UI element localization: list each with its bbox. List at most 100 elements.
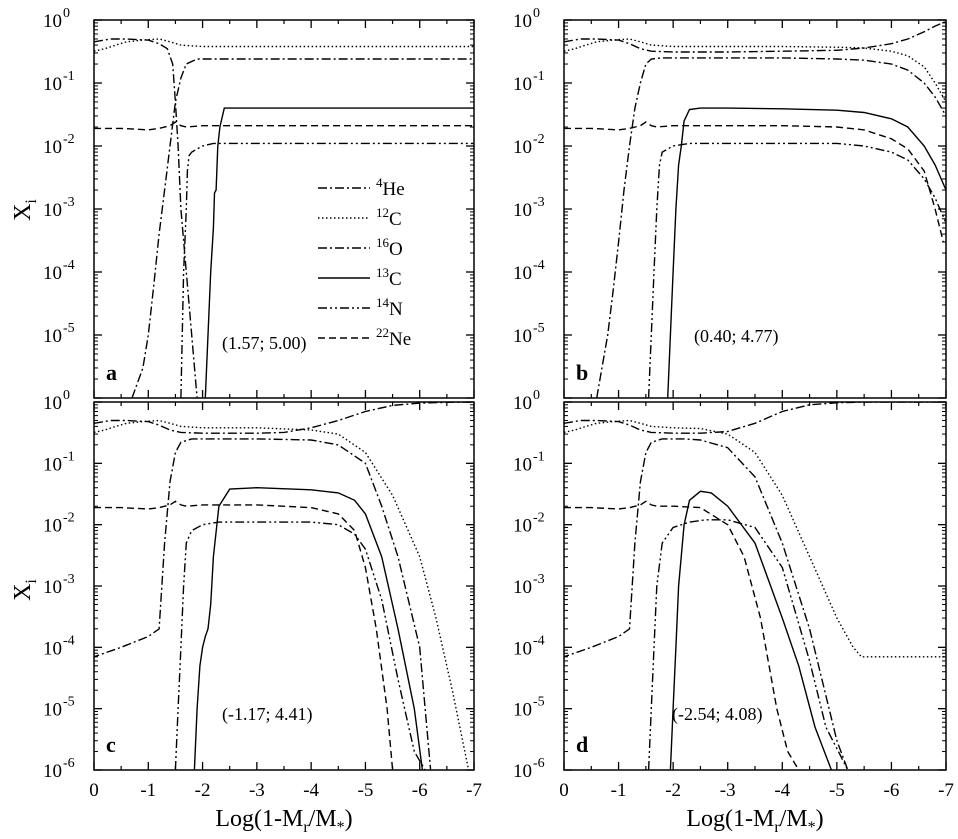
legend-label-12C: 12C xyxy=(376,205,402,230)
y-tick-exponent: 0 xyxy=(533,388,540,403)
series-line-14N xyxy=(647,142,946,398)
panel-letter: a xyxy=(106,360,117,385)
legend-label-14N: 14N xyxy=(376,295,403,320)
panel-b: 10-510-410-310-210-110 0b(0.40; 4.77) xyxy=(513,6,947,399)
legend-label-22Ne: 22Ne xyxy=(376,325,411,350)
legend-mass: 14 xyxy=(376,295,390,310)
legend-label-16O: 16O xyxy=(376,235,403,260)
series-group xyxy=(94,402,474,770)
y-tick-label: 10 xyxy=(513,577,532,598)
y-tick-exponent: -3 xyxy=(63,195,75,210)
series-line-4He xyxy=(564,20,946,53)
legend-label-4He: 4He xyxy=(376,175,405,200)
series-line-16O xyxy=(564,438,849,770)
x-label-sub1: r xyxy=(303,819,309,836)
y-tick-label: 10 xyxy=(43,74,62,95)
x-label-suffix: ) xyxy=(816,806,824,832)
y-tick-exponent: -2 xyxy=(533,511,545,526)
y-tick-label: 10 xyxy=(513,761,532,782)
y-axis-label-main: X xyxy=(10,204,36,221)
y-axis-label: Xi xyxy=(10,579,40,601)
y-tick-exponent: -1 xyxy=(533,449,545,464)
y-tick-label: 10 xyxy=(43,454,62,475)
y-tick-label: 10 xyxy=(513,137,532,158)
series-line-13C xyxy=(669,490,833,770)
x-tick-label: -4 xyxy=(774,780,790,801)
y-tick-label: 10 xyxy=(513,454,532,475)
panel-annotation: (0.40; 4.77) xyxy=(694,326,779,347)
legend-mass: 4 xyxy=(376,175,383,190)
x-tick-label: -3 xyxy=(720,780,736,801)
panel-a: 10-510-410-310-210-110 0a(1.57; 5.00) xyxy=(43,6,475,399)
x-tick-label: -1 xyxy=(611,780,627,801)
y-tick-exponent: -5 xyxy=(63,695,75,710)
y-axis-label-main: X xyxy=(10,584,36,601)
series-line-22Ne xyxy=(564,121,944,243)
y-tick-exponent: -2 xyxy=(63,511,75,526)
series-line-12C xyxy=(94,38,474,52)
series-line-12C xyxy=(564,419,946,658)
panel-letter: d xyxy=(576,732,588,757)
x-axis-label: Log(1-Mr/M*) xyxy=(215,806,352,836)
panel-letter: b xyxy=(576,360,588,385)
x-tick-label: -5 xyxy=(358,780,374,801)
series-line-13C xyxy=(204,107,474,398)
y-tick-label: 10 xyxy=(43,638,62,659)
y-tick-label: 10 xyxy=(43,326,62,347)
x-tick-label: -2 xyxy=(195,780,211,801)
y-tick-exponent: -4 xyxy=(63,633,75,648)
y-tick-exponent: -4 xyxy=(533,258,545,273)
y-tick-exponent: -1 xyxy=(533,69,545,84)
legend-element: C xyxy=(389,269,402,290)
x-label-suffix: ) xyxy=(345,806,353,832)
y-tick-exponent: -4 xyxy=(63,258,75,273)
x-tick-label: -1 xyxy=(140,780,156,801)
legend-mass: 13 xyxy=(376,265,389,280)
y-tick-label: 10 xyxy=(43,577,62,598)
x-label-prefix: Log(1-M xyxy=(686,806,774,832)
y-tick-label: 10 xyxy=(513,74,532,95)
y-tick-label: 10 xyxy=(513,326,532,347)
series-line-12C xyxy=(94,419,470,770)
y-tick-exponent: 0 xyxy=(63,6,70,21)
x-label-sub2: * xyxy=(808,819,816,836)
series-line-22Ne xyxy=(94,121,474,131)
y-tick-label: 10 xyxy=(513,393,532,414)
legend-element: N xyxy=(389,299,403,320)
y-tick-label: 10 xyxy=(513,200,532,221)
x-tick-label: -4 xyxy=(303,780,319,801)
y-tick-exponent: -5 xyxy=(63,321,75,336)
series-line-22Ne xyxy=(564,500,800,770)
x-tick-label: -7 xyxy=(466,780,482,801)
x-tick-label: -2 xyxy=(665,780,681,801)
y-tick-exponent: -1 xyxy=(63,69,75,84)
series-line-16O xyxy=(131,58,474,398)
panel-annotation: (-1.17; 4.41) xyxy=(222,704,312,725)
y-tick-label: 10 xyxy=(43,393,62,414)
series-group xyxy=(564,20,946,398)
y-tick-exponent: -3 xyxy=(63,572,75,587)
series-line-14N xyxy=(180,142,474,398)
y-tick-exponent: -3 xyxy=(533,195,545,210)
y-tick-exponent: -6 xyxy=(63,756,75,771)
y-tick-label: 10 xyxy=(43,761,62,782)
y-tick-label: 10 xyxy=(513,516,532,537)
y-tick-label: 10 xyxy=(513,700,532,721)
series-line-13C xyxy=(667,107,946,398)
y-tick-exponent: -2 xyxy=(533,132,545,147)
y-tick-exponent: -6 xyxy=(533,756,545,771)
panel-c: 0 -1 -2 -3 -4 -5 -6 -710 -610 -510 -410 -310 -210 -11… xyxy=(43,388,482,801)
legend-mass: 12 xyxy=(376,205,389,220)
y-tick-label: 10 xyxy=(513,263,532,284)
y-tick-exponent: -4 xyxy=(533,633,545,648)
y-tick-label: 10 xyxy=(513,11,532,32)
panel-annotation: (1.57; 5.00) xyxy=(222,333,307,354)
y-tick-label: 10 xyxy=(43,137,62,158)
legend-element: O xyxy=(389,239,403,260)
legend-element: Ne xyxy=(389,329,411,350)
series-line-13C xyxy=(193,486,424,770)
x-label-mid: /M xyxy=(780,806,808,832)
x-tick-label: -6 xyxy=(412,780,428,801)
legend-mass: 22 xyxy=(376,325,389,340)
